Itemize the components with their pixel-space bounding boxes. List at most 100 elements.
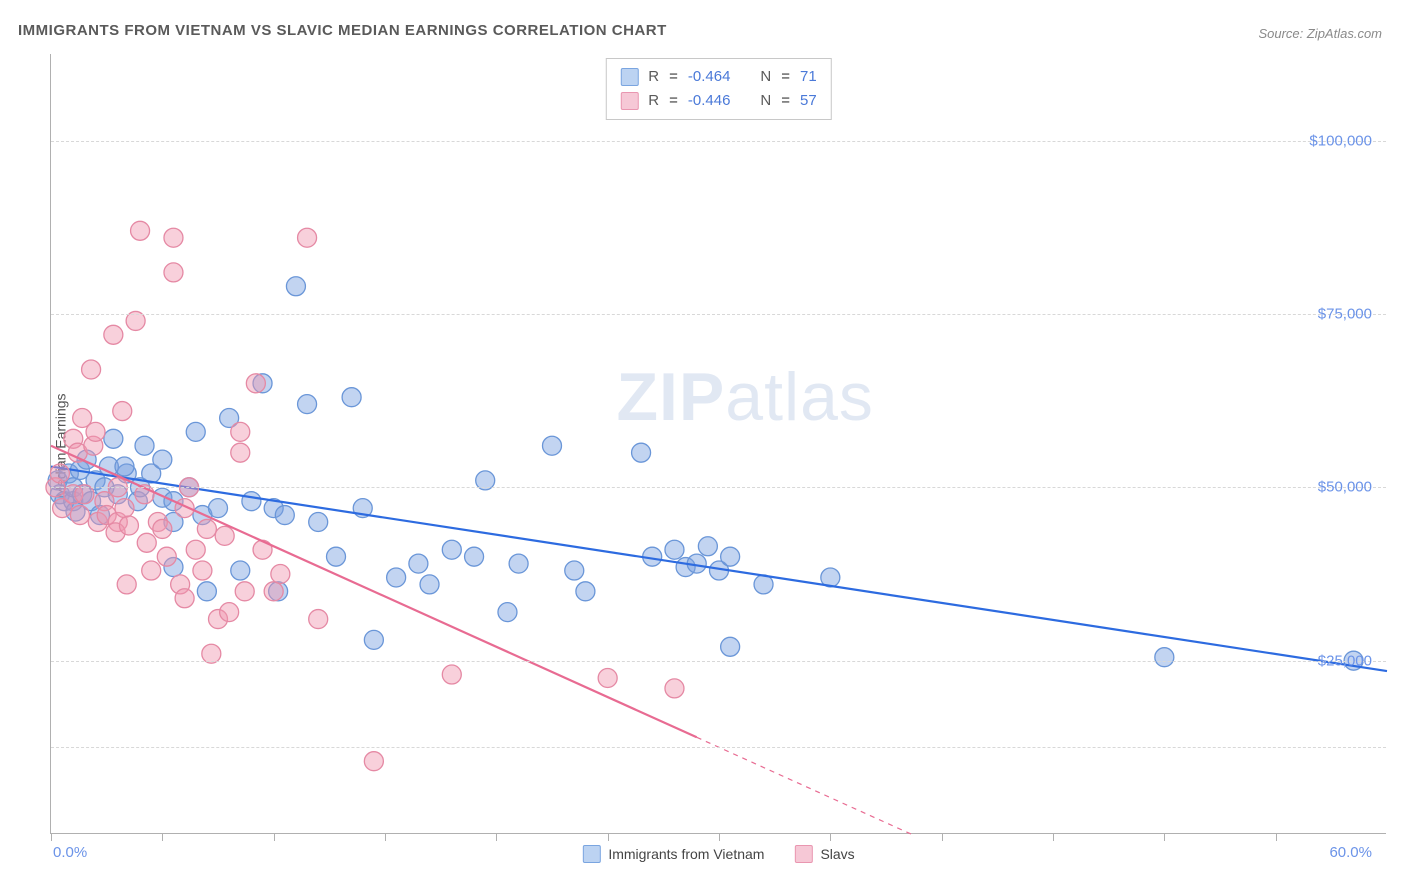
- data-point-vietnam: [209, 499, 228, 518]
- data-point-vietnam: [665, 540, 684, 559]
- data-point-slavs: [665, 679, 684, 698]
- data-point-slavs: [264, 582, 283, 601]
- legend-row-vietnam: R = -0.464 N = 71: [620, 65, 816, 89]
- data-point-vietnam: [498, 603, 517, 622]
- x-tick: [830, 833, 831, 841]
- data-point-vietnam: [509, 554, 528, 573]
- data-point-vietnam: [364, 630, 383, 649]
- data-point-slavs: [104, 325, 123, 344]
- R-label: R: [648, 65, 659, 89]
- eq-sign: =: [669, 89, 678, 113]
- data-point-slavs: [119, 516, 138, 535]
- y-tick-label: $25,000: [1318, 652, 1372, 669]
- N-value-slavs: 57: [800, 89, 817, 113]
- trendline-vietnam: [51, 467, 1387, 672]
- swatch-slavs: [620, 92, 638, 110]
- data-point-slavs: [117, 575, 136, 594]
- data-point-slavs: [309, 610, 328, 629]
- data-point-slavs: [164, 263, 183, 282]
- data-point-slavs: [298, 228, 317, 247]
- gridline: [51, 141, 1386, 142]
- gridline: [51, 487, 1386, 488]
- gridline: [51, 661, 1386, 662]
- x-tick: [385, 833, 386, 841]
- data-point-vietnam: [465, 547, 484, 566]
- data-point-slavs: [186, 540, 205, 559]
- data-point-vietnam: [186, 422, 205, 441]
- data-point-slavs: [215, 526, 234, 545]
- data-point-slavs: [442, 665, 461, 684]
- trendline-extrap-slavs: [697, 737, 911, 834]
- data-point-slavs: [197, 519, 216, 538]
- x-tick: [608, 833, 609, 841]
- data-point-slavs: [164, 228, 183, 247]
- eq-sign: =: [669, 65, 678, 89]
- data-point-slavs: [50, 464, 69, 483]
- data-point-slavs: [175, 589, 194, 608]
- data-point-slavs: [82, 360, 101, 379]
- legend-item-slavs: Slavs: [794, 845, 854, 863]
- x-tick: [274, 833, 275, 841]
- gridline: [51, 747, 1386, 748]
- data-point-vietnam: [698, 537, 717, 556]
- data-point-slavs: [131, 221, 150, 240]
- data-point-vietnam: [153, 450, 172, 469]
- swatch-vietnam: [620, 68, 638, 86]
- data-point-slavs: [271, 565, 290, 584]
- data-point-vietnam: [242, 492, 261, 511]
- data-point-vietnam: [1155, 648, 1174, 667]
- data-point-vietnam: [298, 395, 317, 414]
- y-tick-label: $100,000: [1309, 132, 1372, 149]
- data-point-vietnam: [327, 547, 346, 566]
- R-label: R: [648, 89, 659, 113]
- data-point-vietnam: [309, 513, 328, 532]
- data-point-slavs: [113, 402, 132, 421]
- data-point-slavs: [157, 547, 176, 566]
- legend-row-slavs: R = -0.446 N = 57: [620, 89, 816, 113]
- data-point-vietnam: [721, 547, 740, 566]
- x-tick: [942, 833, 943, 841]
- N-label: N: [760, 89, 771, 113]
- N-value-vietnam: 71: [800, 65, 817, 89]
- data-point-slavs: [231, 422, 250, 441]
- x-tick: [1053, 833, 1054, 841]
- data-point-vietnam: [543, 436, 562, 455]
- R-value-slavs: -0.446: [688, 89, 731, 113]
- data-point-vietnam: [442, 540, 461, 559]
- series-label-vietnam: Immigrants from Vietnam: [608, 846, 764, 862]
- data-point-slavs: [86, 422, 105, 441]
- x-tick-left: 0.0%: [53, 844, 87, 861]
- N-label: N: [760, 65, 771, 89]
- x-tick: [1164, 833, 1165, 841]
- gridline: [51, 314, 1386, 315]
- data-point-slavs: [598, 669, 617, 688]
- data-point-vietnam: [754, 575, 773, 594]
- x-tick: [1276, 833, 1277, 841]
- trendline-slavs: [51, 446, 697, 738]
- data-point-vietnam: [231, 561, 250, 580]
- data-point-vietnam: [420, 575, 439, 594]
- y-tick-label: $75,000: [1318, 306, 1372, 323]
- data-point-slavs: [115, 499, 134, 518]
- data-point-vietnam: [387, 568, 406, 587]
- R-value-vietnam: -0.464: [688, 65, 731, 89]
- data-point-vietnam: [104, 429, 123, 448]
- data-point-vietnam: [409, 554, 428, 573]
- x-tick: [51, 833, 52, 841]
- data-point-vietnam: [576, 582, 595, 601]
- data-point-vietnam: [197, 582, 216, 601]
- y-tick-label: $50,000: [1318, 479, 1372, 496]
- swatch-slavs: [794, 845, 812, 863]
- eq-sign: =: [781, 65, 790, 89]
- data-point-slavs: [70, 506, 89, 525]
- x-tick-right: 60.0%: [1329, 844, 1372, 861]
- legend-item-vietnam: Immigrants from Vietnam: [582, 845, 764, 863]
- legend-series: Immigrants from Vietnam Slavs: [582, 845, 854, 863]
- data-point-vietnam: [275, 506, 294, 525]
- eq-sign: =: [781, 89, 790, 113]
- swatch-vietnam: [582, 845, 600, 863]
- legend-stats: R = -0.464 N = 71 R = -0.446 N = 57: [605, 58, 831, 120]
- data-point-slavs: [235, 582, 254, 601]
- data-point-vietnam: [565, 561, 584, 580]
- chart-area: ZIPatlas R = -0.464 N = 71 R = -0.446 N …: [50, 54, 1386, 834]
